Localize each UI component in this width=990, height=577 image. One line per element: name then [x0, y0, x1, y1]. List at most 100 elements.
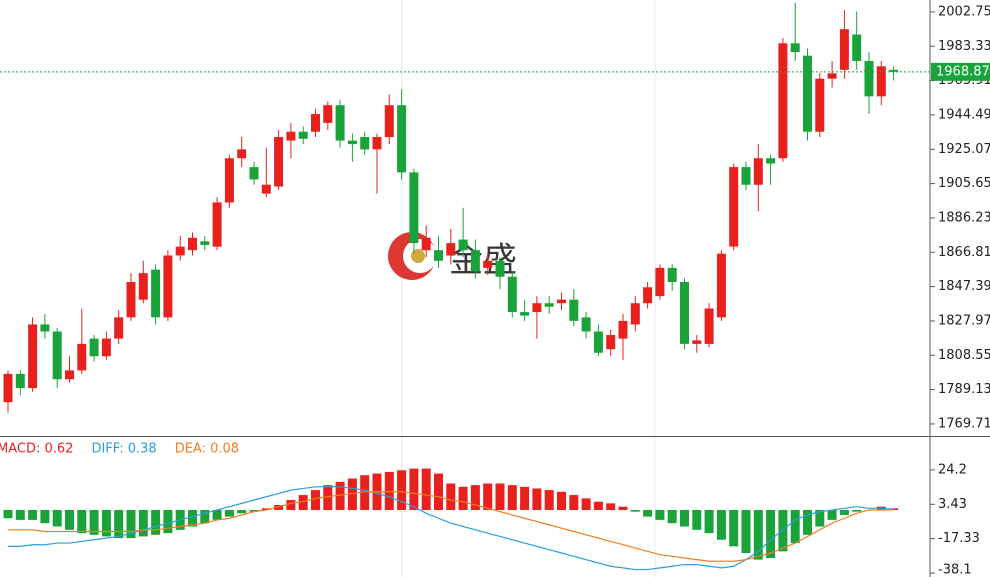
macd-bar	[347, 478, 357, 510]
candle-body	[766, 158, 776, 164]
candle-body	[101, 338, 111, 357]
macd-bar	[15, 509, 25, 520]
y-tick-label: 1925.07	[938, 142, 990, 157]
y-tick-label: 1769.71	[938, 416, 990, 431]
macd-tick-label: 3.43	[938, 497, 967, 512]
candle-body	[409, 172, 419, 244]
macd-bar	[335, 481, 345, 510]
candle-body	[212, 202, 222, 247]
macd-bar	[3, 509, 13, 519]
candle-body	[200, 241, 210, 245]
macd-bar	[421, 468, 431, 510]
candle-body	[52, 331, 62, 380]
macd-label: DEA: 0.08	[175, 442, 239, 457]
candle-body	[397, 105, 407, 173]
macd-label: MACD: 0.62	[0, 442, 73, 457]
candle-body	[827, 73, 837, 79]
macd-bar	[89, 509, 99, 535]
candle-body	[335, 105, 345, 141]
macd-bar	[778, 509, 788, 552]
macd-bar	[397, 470, 407, 510]
candle-body	[704, 308, 714, 344]
candle-body	[114, 317, 124, 339]
y-tick-label: 1827.97	[938, 313, 990, 328]
macd-bar	[138, 509, 148, 537]
macd-bar	[520, 486, 530, 510]
candle-body	[753, 158, 763, 185]
candle-body	[593, 331, 603, 353]
candle-body	[163, 255, 173, 318]
macd-bar	[803, 509, 812, 535]
macd-bar	[40, 509, 50, 524]
candle-body	[729, 167, 739, 247]
candle-body	[286, 131, 296, 141]
macd-bar	[839, 509, 849, 515]
candle-body	[483, 260, 493, 268]
watermark: 金盛	[388, 232, 517, 281]
macd-bar	[188, 509, 197, 527]
candle-body	[655, 267, 665, 297]
macd-bar	[28, 509, 38, 520]
candle-body	[458, 239, 468, 251]
candle-body	[876, 66, 886, 97]
macd-bar	[593, 501, 603, 510]
current-price-box	[931, 62, 990, 81]
y-tick-label: 1944.49	[938, 107, 990, 122]
candle-body	[347, 140, 357, 145]
macd-bar	[311, 490, 320, 510]
candle-body	[741, 167, 751, 185]
candle-body	[606, 335, 616, 350]
macd-bar	[458, 486, 468, 510]
macd-bar	[65, 509, 74, 530]
macd-bar	[716, 509, 726, 540]
macd-bar	[151, 509, 161, 535]
macd-bar	[544, 490, 554, 510]
macd-bar	[261, 508, 271, 510]
candle-body	[630, 303, 640, 325]
y-tick-label: 1808.55	[938, 348, 990, 363]
macd-bar	[606, 503, 616, 510]
candle-body	[323, 105, 333, 123]
macd-bar	[298, 495, 308, 510]
macd-bar	[532, 488, 542, 510]
candle-body	[557, 299, 566, 304]
y-tick-label: 2002.75	[938, 4, 990, 19]
macd-bar	[483, 483, 493, 510]
y-tick-label: 1905.65	[938, 176, 990, 191]
macd-bar	[766, 509, 776, 558]
candle-body	[28, 324, 38, 389]
candle-body	[237, 149, 247, 159]
y-tick-label: 1983.33	[938, 39, 990, 54]
macd-tick-label: -17.33	[938, 531, 980, 546]
candle-body	[495, 260, 505, 277]
logo-dot	[411, 249, 425, 263]
candle-body	[372, 137, 382, 150]
macd-bar	[286, 500, 296, 510]
candle-body	[520, 312, 530, 316]
macd-bar	[114, 509, 124, 539]
macd-bar	[507, 485, 517, 510]
candle-body	[470, 250, 480, 272]
candle-body	[126, 282, 136, 318]
candle-body	[138, 273, 148, 300]
current-price-label: 1968.87	[936, 64, 990, 79]
macd-label: DIFF: 0.38	[91, 442, 156, 457]
macd-bar	[409, 468, 419, 510]
candle-body	[581, 317, 591, 332]
macd-bar	[630, 509, 640, 512]
candle-body	[532, 303, 542, 313]
macd-bar	[470, 485, 480, 510]
candle-body	[421, 237, 431, 251]
candle-body	[298, 131, 308, 139]
candle-body	[360, 137, 370, 150]
y-tick-label: 1847.39	[938, 279, 990, 294]
macd-bar	[434, 473, 443, 510]
y-tick-label: 1886.23	[938, 210, 990, 225]
candle-body	[778, 43, 788, 159]
candle-body	[716, 253, 726, 318]
macd-bar	[790, 509, 800, 544]
candle-body	[864, 60, 874, 97]
macd-bar	[237, 509, 247, 514]
macd-bar	[753, 509, 763, 560]
